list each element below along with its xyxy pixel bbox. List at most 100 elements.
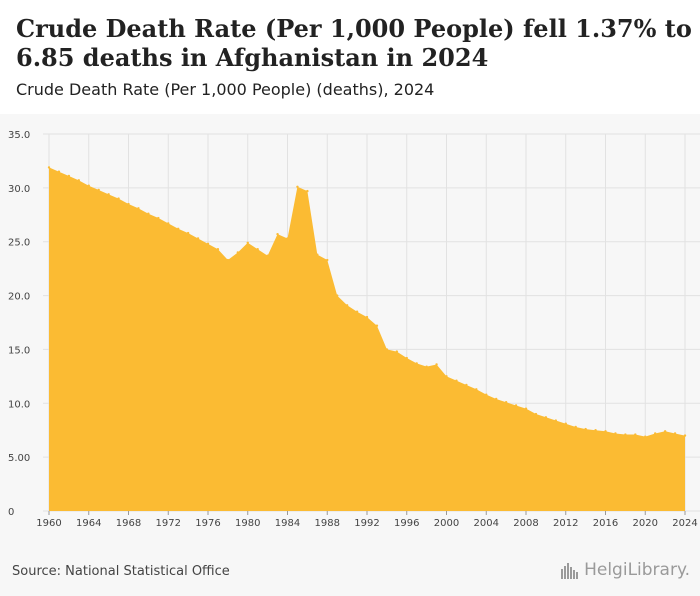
data-point[interactable]	[604, 430, 607, 433]
y-tick-label: 0	[8, 507, 14, 518]
data-point[interactable]	[256, 248, 259, 251]
data-point[interactable]	[504, 401, 508, 404]
data-point[interactable]	[584, 427, 587, 431]
data-point[interactable]	[574, 425, 577, 429]
data-point[interactable]	[147, 212, 150, 215]
logo-text: HelgiLibrary.	[584, 560, 690, 580]
data-point[interactable]	[326, 258, 329, 262]
x-axis: 1960 1964 1968 1972 1976 1980 1984 1988 1992 1996…	[36, 511, 698, 529]
data-point[interactable]	[117, 197, 120, 200]
data-point[interactable]	[176, 227, 180, 230]
data-point[interactable]	[157, 216, 160, 220]
data-point[interactable]	[216, 248, 220, 251]
x-tick-label: 2012	[553, 518, 578, 529]
x-tick-label: 1992	[354, 518, 379, 529]
data-point[interactable]	[306, 189, 309, 193]
data-point[interactable]	[137, 207, 140, 210]
y-tick-label: 20.0	[8, 292, 30, 303]
x-tick-label: 2000	[434, 518, 459, 529]
y-tick-label: 5.00	[8, 453, 30, 464]
data-point[interactable]	[425, 365, 428, 368]
data-point[interactable]	[614, 432, 617, 435]
data-point[interactable]	[673, 432, 677, 435]
data-point[interactable]	[286, 237, 289, 240]
chart-subtitle: Crude Death Rate (Per 1,000 People) (dea…	[16, 80, 435, 99]
data-point[interactable]	[485, 393, 488, 396]
data-point[interactable]	[57, 170, 61, 173]
data-point[interactable]	[97, 188, 100, 192]
data-point[interactable]	[206, 242, 210, 246]
x-tick-label: 2024	[672, 518, 697, 529]
data-point[interactable]	[395, 350, 399, 353]
data-point[interactable]	[514, 404, 518, 407]
area-chart: 0 5.00 10.0 15.0 20.0 25.0 30.0 35.0 1960 1964 19…	[8, 130, 700, 529]
data-point[interactable]	[564, 422, 567, 425]
data-point[interactable]	[415, 362, 418, 365]
x-tick-label: 1980	[235, 518, 260, 529]
data-point[interactable]	[365, 315, 369, 319]
data-point[interactable]	[345, 304, 349, 307]
data-point[interactable]	[196, 237, 200, 240]
y-tick-label: 25.0	[8, 238, 30, 249]
data-point[interactable]	[77, 179, 81, 182]
data-point[interactable]	[594, 429, 597, 432]
data-point[interactable]	[653, 432, 657, 435]
x-tick-label: 2008	[513, 518, 538, 529]
data-point[interactable]	[316, 253, 319, 256]
data-point[interactable]	[167, 222, 170, 225]
y-tick-label: 35.0	[8, 130, 30, 141]
data-point[interactable]	[375, 324, 379, 327]
data-point[interactable]	[534, 412, 538, 416]
data-point[interactable]	[67, 174, 71, 178]
x-tick-label: 1968	[116, 518, 141, 529]
data-point[interactable]	[236, 251, 240, 254]
data-point[interactable]	[385, 348, 389, 351]
data-point[interactable]	[624, 433, 627, 436]
source-text: Source: National Statistical Office	[12, 564, 230, 579]
y-axis: 0 5.00 10.0 15.0 20.0 25.0 30.0 35.0	[8, 130, 30, 518]
x-tick-label: 1960	[36, 518, 61, 529]
chart-area: 0 5.00 10.0 15.0 20.0 25.0 30.0 35.0 1960 1964 19…	[0, 114, 700, 540]
data-point[interactable]	[266, 254, 269, 257]
data-point[interactable]	[644, 435, 647, 438]
data-point[interactable]	[683, 434, 687, 437]
data-point[interactable]	[355, 310, 359, 313]
data-point[interactable]	[335, 294, 339, 297]
data-point[interactable]	[554, 419, 558, 422]
y-tick-label: 30.0	[8, 184, 30, 195]
data-point[interactable]	[634, 433, 637, 436]
chart-header: Crude Death Rate (Per 1,000 People) fell…	[0, 0, 700, 114]
x-tick-label: 1964	[76, 518, 101, 529]
data-point[interactable]	[276, 232, 279, 236]
data-point[interactable]	[494, 397, 498, 401]
chart-title: Crude Death Rate (Per 1,000 People) fell…	[16, 14, 692, 72]
x-tick-label: 1976	[195, 518, 220, 529]
data-point[interactable]	[445, 375, 448, 378]
data-point[interactable]	[246, 241, 249, 244]
data-point[interactable]	[405, 356, 408, 360]
data-point[interactable]	[455, 379, 458, 382]
area-series	[47, 166, 687, 512]
data-point[interactable]	[186, 231, 190, 235]
data-point[interactable]	[296, 185, 299, 188]
data-point[interactable]	[107, 193, 110, 196]
y-tick-label: 15.0	[8, 345, 30, 356]
data-point[interactable]	[435, 363, 438, 366]
x-tick-label: 2020	[633, 518, 658, 529]
data-point[interactable]	[465, 383, 468, 387]
y-tick-label: 10.0	[8, 399, 30, 410]
x-tick-label: 1988	[315, 518, 340, 529]
data-point[interactable]	[226, 258, 230, 262]
x-tick-label: 1996	[394, 518, 419, 529]
data-point[interactable]	[475, 388, 478, 391]
data-point[interactable]	[544, 416, 548, 419]
brand-logo[interactable]: HelgiLibrary.	[560, 560, 690, 580]
data-point[interactable]	[127, 202, 130, 206]
data-point[interactable]	[47, 166, 51, 169]
data-point[interactable]	[87, 184, 90, 187]
x-tick-label: 1972	[156, 518, 181, 529]
helgi-library-icon	[561, 563, 579, 579]
data-point[interactable]	[663, 430, 667, 433]
area-fill	[49, 167, 685, 512]
data-point[interactable]	[524, 407, 528, 410]
